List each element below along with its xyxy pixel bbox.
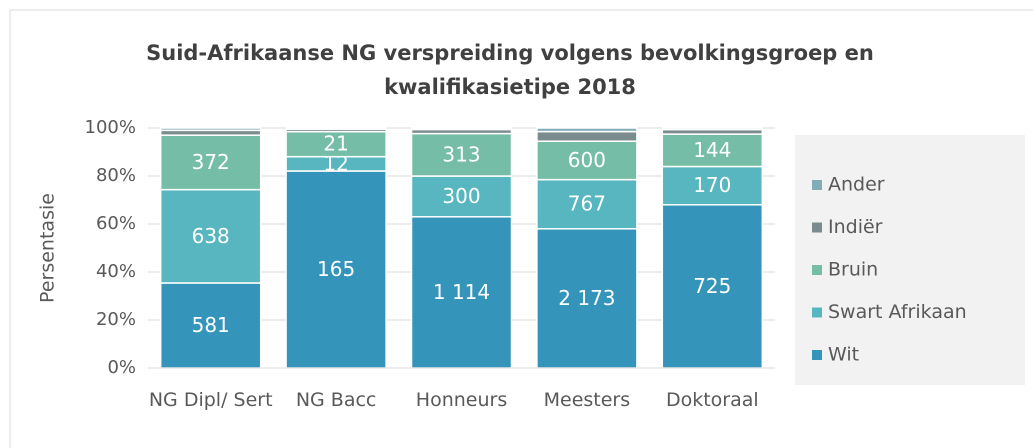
data-label: 767 (568, 192, 606, 216)
y-tick-label: 20% (96, 309, 136, 330)
chart-title: Suid-Afrikaanse NG verspreiding volgens … (146, 41, 874, 99)
x-tick-label: NG Dipl/ Sert (148, 389, 273, 411)
bar-segment (410, 127, 513, 131)
y-axis-label: Persentasie (37, 193, 59, 303)
bar-segment (285, 130, 387, 158)
bar-segment (410, 216, 513, 369)
bar-segment (159, 127, 262, 132)
legend-swatch (812, 307, 822, 318)
data-label: 300 (442, 184, 480, 208)
legend-swatch (812, 350, 822, 360)
data-label: 2 173 (558, 286, 615, 310)
bar-segment (536, 130, 638, 142)
y-tick-label: 100% (85, 117, 136, 138)
bar-segment (410, 175, 513, 218)
data-label: 372 (192, 150, 230, 174)
data-label: 638 (192, 224, 230, 248)
data-label: 725 (693, 274, 731, 298)
data-label: 170 (693, 173, 731, 197)
bar-segment (285, 127, 387, 130)
bar-segment (159, 134, 262, 191)
data-label: 21 (323, 132, 348, 156)
bar-segment (159, 188, 262, 284)
data-label: 165 (317, 257, 355, 281)
title-box: Suid-Afrikaanse NG verspreiding volgens … (146, 41, 874, 99)
legend-label: Bruin (828, 259, 878, 281)
data-label: 313 (442, 142, 480, 166)
legend-label: Indiër (828, 216, 883, 238)
legend-label: Wit (828, 344, 859, 366)
bar-segment (536, 140, 638, 181)
bar-segment (536, 178, 638, 230)
data-label: 1 114 (433, 280, 490, 304)
data-label: 600 (568, 148, 606, 172)
y-tick-label: 40% (96, 261, 136, 282)
legend-swatch (812, 180, 822, 190)
bar-segment (285, 170, 387, 369)
x-tick-label: Honneurs (415, 389, 508, 411)
legend-swatch (812, 222, 822, 233)
legend-swatch (812, 265, 822, 275)
bar-segment (661, 165, 764, 206)
x-tick-label: Doktoraal (665, 389, 759, 411)
legend-box (795, 135, 1025, 385)
x-tick-label: NG Bacc (295, 389, 377, 411)
y-tick-label: 60% (96, 213, 136, 234)
legend-label: Swart Afrikaan (828, 301, 967, 323)
x-tick-label: Meesters (543, 389, 631, 411)
bar-segment (536, 127, 638, 133)
bar-segment (661, 133, 764, 168)
y-tick-label: 0% (107, 357, 136, 378)
data-label: 581 (192, 313, 230, 337)
y-tick-label: 80% (96, 165, 136, 186)
bar-segment (661, 127, 764, 131)
bar-segment (661, 204, 764, 369)
legend-label: Ander (828, 174, 885, 196)
bar-segment (536, 228, 638, 369)
data-label: 144 (693, 138, 731, 162)
